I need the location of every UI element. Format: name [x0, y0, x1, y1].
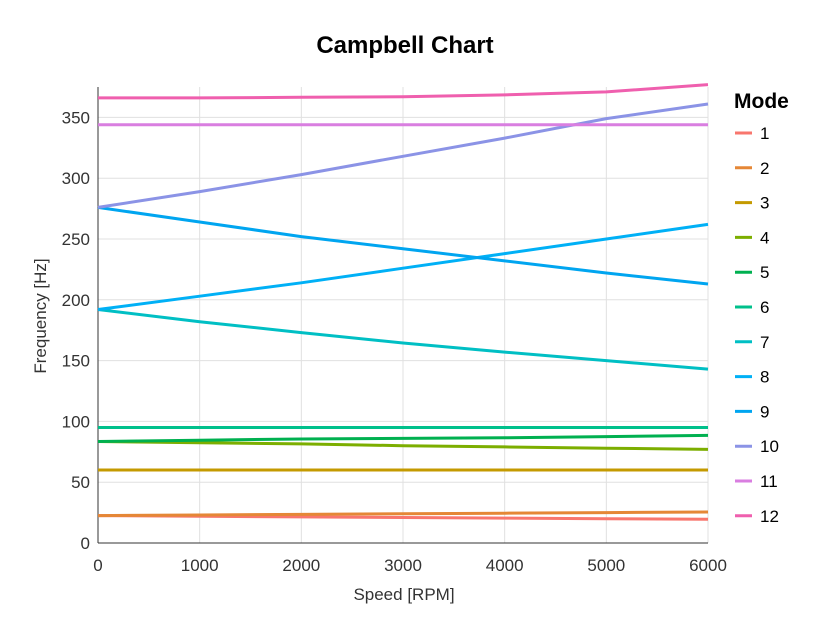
- axes: [97, 87, 708, 544]
- series-line-mode-10: [97, 102, 709, 209]
- x-tick-label: 1000: [181, 556, 219, 575]
- legend-label: 2: [760, 159, 769, 178]
- x-tick-label: 6000: [689, 556, 727, 575]
- x-tick-label: 5000: [587, 556, 625, 575]
- legend-label: 12: [760, 507, 779, 526]
- series-line-mode-12: [98, 83, 709, 100]
- y-tick-label: 300: [62, 169, 90, 188]
- y-axis-label: Frequency [Hz]: [31, 258, 50, 373]
- x-tick-label: 3000: [384, 556, 422, 575]
- series-line-mode-2: [97, 510, 709, 518]
- legend-label: 5: [760, 263, 769, 282]
- chart-title: Campbell Chart: [316, 32, 493, 59]
- series-line-mode-8: [97, 222, 709, 311]
- tick-labels: 0 1000 2000 3000 4000 5000 6000 0 50 100 150 200 250…: [62, 108, 727, 575]
- x-tick-label: 0: [93, 556, 102, 575]
- legend-label: 1: [760, 124, 769, 143]
- legend-label: 11: [760, 472, 778, 491]
- legend-label: 6: [760, 298, 769, 317]
- y-tick-label: 100: [62, 412, 90, 431]
- y-tick-label: 0: [81, 534, 90, 553]
- series-line-mode-4: [97, 440, 709, 451]
- series-line-mode-5: [97, 433, 709, 443]
- x-tick-label: 4000: [486, 556, 524, 575]
- y-tick-label: 150: [62, 352, 90, 371]
- legend-label: 3: [760, 194, 769, 213]
- y-tick-label: 50: [71, 473, 90, 492]
- series-line-mode-9: [97, 205, 709, 286]
- legend-label: 9: [760, 402, 769, 421]
- legend-label: 4: [760, 228, 769, 247]
- series-line-mode-7: [97, 308, 709, 371]
- y-tick-label: 250: [62, 230, 90, 249]
- legend-label: 10: [760, 437, 779, 456]
- series-lines: [97, 83, 709, 521]
- legend-title: Mode: [734, 90, 789, 113]
- y-tick-label: 350: [62, 108, 90, 127]
- legend-label: 8: [760, 368, 769, 387]
- y-tick-label: 200: [62, 291, 90, 310]
- x-tick-label: 2000: [282, 556, 320, 575]
- x-axis-label: Speed [RPM]: [353, 585, 454, 604]
- legend-label: 7: [760, 333, 769, 352]
